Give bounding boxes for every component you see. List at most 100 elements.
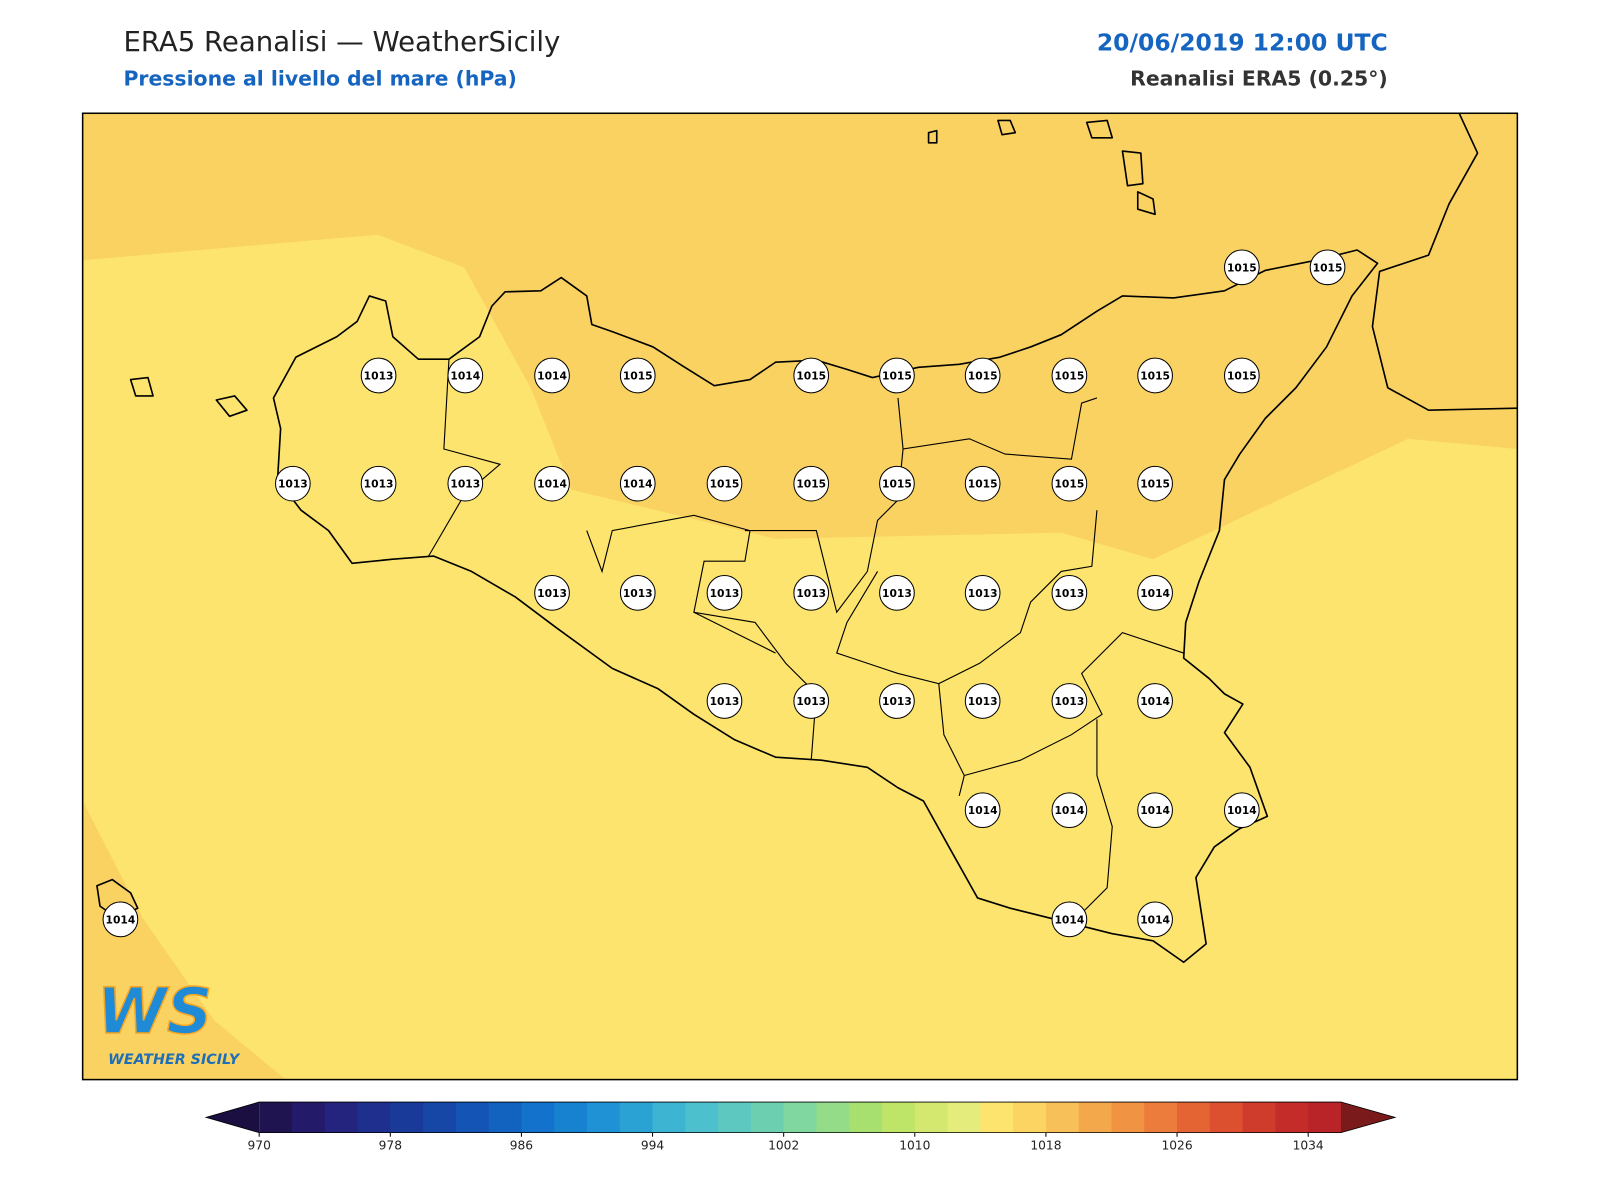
station-value: 1014 [106, 913, 136, 926]
colorbar-segment [1308, 1102, 1342, 1133]
islands [96, 119, 1156, 920]
station-marker [534, 575, 570, 611]
station-value: 1013 [364, 478, 394, 491]
colorbar: 970 978 986 994 1002 1010 1018 1026 1034 [204, 1101, 1397, 1152]
station-value: 1014 [1054, 804, 1084, 817]
station-marker [1137, 575, 1173, 611]
station-marker [964, 575, 1001, 611]
station-value: 1013 [968, 587, 998, 600]
station-value: 1014 [1054, 913, 1084, 926]
station-marker [1137, 357, 1173, 394]
station-marker [964, 792, 1001, 829]
station-marker [360, 357, 397, 394]
station-marker [1051, 357, 1088, 394]
station-marker [1051, 683, 1088, 719]
colorbar-tick-label: 1034 [1293, 1138, 1324, 1152]
station-marker [1051, 901, 1088, 938]
colorbar-segment [1209, 1102, 1244, 1133]
colorbar-segment [914, 1102, 949, 1133]
station-marker [534, 465, 570, 502]
colorbar-segment [849, 1102, 883, 1133]
station-value: 1015 [1054, 370, 1084, 383]
station-value: 1013 [278, 478, 308, 491]
station-value: 1015 [1313, 261, 1343, 274]
station-marker [360, 465, 397, 502]
colorbar-tick-label: 994 [641, 1138, 665, 1152]
colorbar-segment [1275, 1102, 1309, 1133]
colorbar-segment [586, 1102, 621, 1133]
station-marker [879, 575, 915, 611]
colorbar-segment [357, 1102, 391, 1133]
station-value: 1014 [968, 804, 998, 817]
station-value: 1013 [1054, 695, 1084, 708]
field-band [82, 801, 286, 1080]
colorbar-segment [750, 1102, 785, 1133]
colorbar-segment [882, 1102, 916, 1133]
colorbar-tick-label: 970 [248, 1138, 271, 1152]
colorbar-segment [718, 1102, 752, 1133]
station-value: 1014 [1140, 913, 1170, 926]
colorbar-tick-label: 1026 [1161, 1138, 1192, 1152]
colorbar-segment [816, 1102, 850, 1133]
station-marker [964, 683, 1001, 719]
station-marker [1051, 792, 1088, 829]
station-value: 1015 [1227, 370, 1257, 383]
colorbar-segment [1177, 1102, 1211, 1133]
station-marker [879, 465, 915, 502]
station-value: 1015 [882, 478, 912, 491]
station-marker [1137, 792, 1173, 829]
station-value: 1014 [1140, 695, 1170, 708]
station-marker [1223, 792, 1260, 829]
station-marker [1051, 575, 1088, 611]
station-value: 1013 [710, 587, 740, 600]
colorbar-segment [652, 1102, 686, 1133]
colorbar-segment [1111, 1102, 1145, 1133]
station-value: 1015 [968, 478, 998, 491]
station-marker [1223, 357, 1260, 394]
station-value: 1015 [1227, 261, 1257, 274]
colorbar-segment [1013, 1102, 1047, 1133]
station-marker [793, 357, 830, 394]
station-value: 1013 [623, 587, 653, 600]
colorbar-segment [783, 1102, 817, 1133]
station-marker [706, 465, 743, 502]
colorbar-segment [554, 1102, 588, 1133]
colorbar-extend-low [206, 1102, 260, 1133]
subtitle: Pressione al livello del mare (hPa) [123, 67, 516, 91]
colorbar-tick-label: 1018 [1030, 1138, 1061, 1152]
station-marker [706, 683, 743, 719]
colorbar-tick-label: 986 [510, 1138, 534, 1152]
station-labels: 1015 1015 1013 1014 1014 1015 1015 1015 1015 1015… [102, 249, 1346, 938]
station-marker [1137, 683, 1173, 719]
logo: WS WEATHER SICILY [96, 973, 241, 1068]
station-value: 1015 [796, 478, 826, 491]
field-band [82, 113, 1518, 560]
station-marker [619, 575, 656, 611]
map-frame [81, 112, 1519, 1081]
station-value: 1014 [1227, 804, 1257, 817]
station-value: 1013 [968, 695, 998, 708]
colorbar-extend-high [1340, 1102, 1396, 1133]
sicily-coast [272, 249, 1379, 964]
colorbar-segment [423, 1102, 457, 1133]
map-area [82, 113, 1518, 1080]
station-marker [964, 465, 1001, 502]
calabria-coast [1371, 113, 1518, 412]
colorbar-segment [324, 1102, 359, 1133]
station-marker [879, 357, 915, 394]
station-value: 1015 [1140, 370, 1170, 383]
station-value: 1014 [450, 370, 480, 383]
station-value: 1014 [1140, 804, 1170, 817]
station-marker [447, 465, 484, 502]
colorbar-segment [1078, 1102, 1112, 1133]
station-value: 1015 [1140, 478, 1170, 491]
station-value: 1014 [1140, 587, 1170, 600]
station-marker [447, 357, 484, 394]
model: Reanalisi ERA5 (0.25°) [1130, 67, 1388, 91]
colorbar-segment [1045, 1102, 1080, 1133]
station-marker [706, 575, 743, 611]
station-value: 1013 [796, 695, 826, 708]
station-value: 1013 [882, 695, 912, 708]
